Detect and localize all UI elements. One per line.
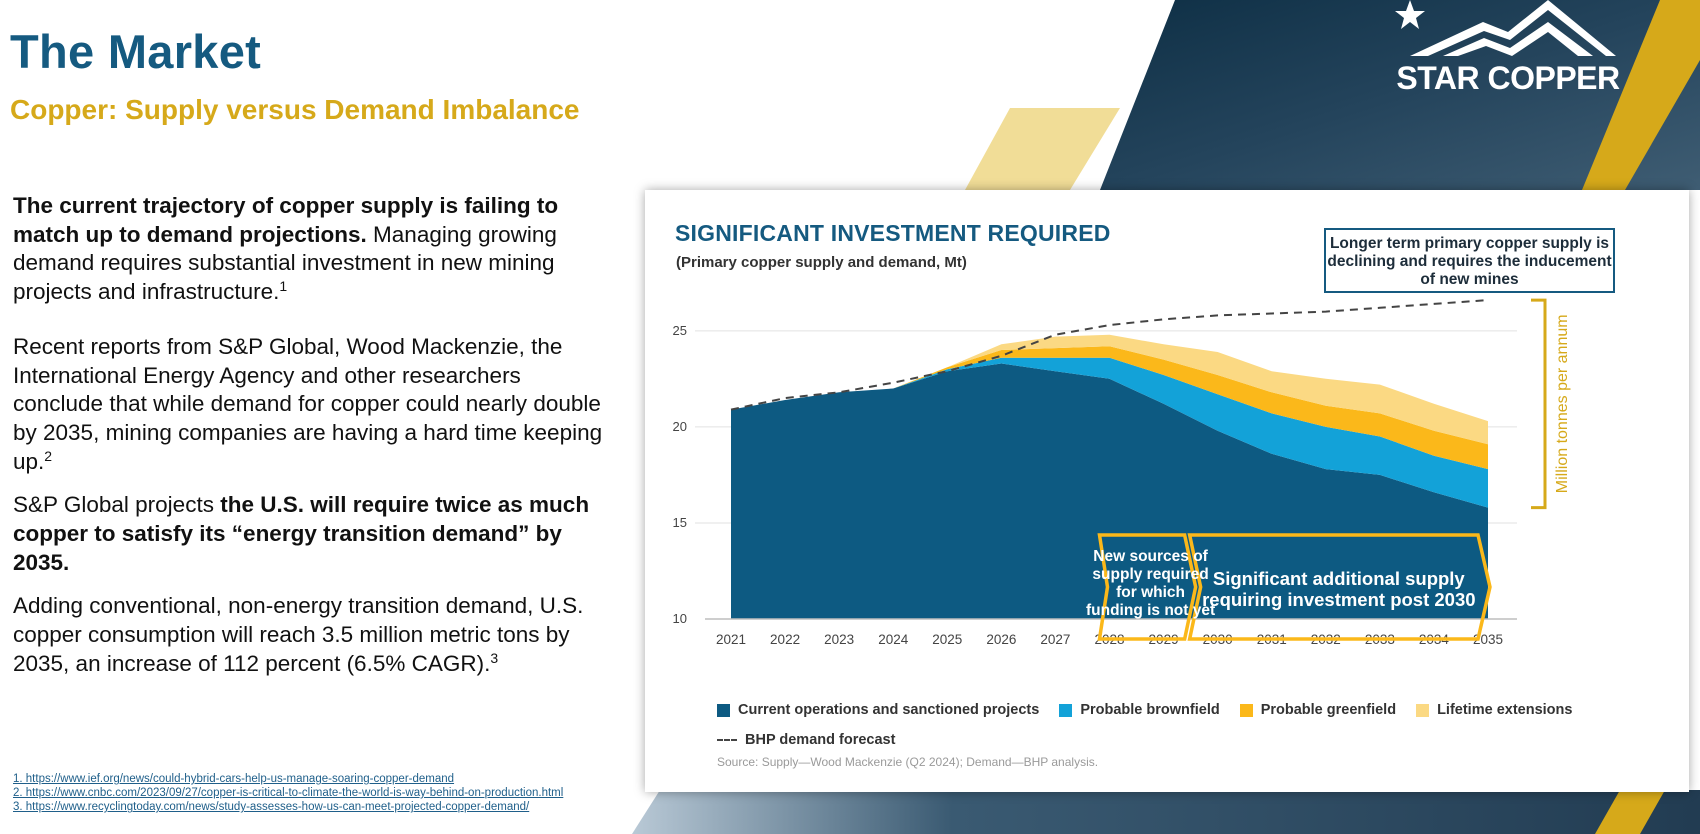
footnote-ref-2: 2 [44, 447, 53, 464]
legend-item-2: Probable brownfield [1059, 702, 1220, 718]
footnote-link-2[interactable]: 2. https://www.cnbc.com/2023/09/27/coppe… [13, 787, 564, 800]
callout-2-line: Significant additional supply [1213, 568, 1466, 589]
chart-source: Source: Supply—Wood Mackenzie (Q2 2024);… [717, 755, 1099, 769]
legend-label: Probable greenfield [1260, 702, 1397, 718]
y-tick-label: 10 [673, 611, 687, 626]
area-series-1 [731, 363, 1488, 619]
paragraph-4: Adding conventional, non-energy transiti… [13, 592, 613, 678]
p4-text: Adding conventional, non-energy transiti… [13, 593, 584, 676]
legend-label: BHP demand forecast [745, 732, 896, 748]
legend-label: Lifetime extensions [1437, 702, 1573, 718]
x-tick-label: 2026 [986, 632, 1016, 647]
logo-text: STAR COPPER [1396, 60, 1620, 96]
bracket [1531, 298, 1547, 510]
x-tick-label: 2027 [1040, 632, 1070, 647]
area-series-2 [731, 357, 1488, 508]
legend-swatch [717, 703, 730, 717]
footnote-ref-3: 3 [490, 649, 499, 666]
legend-item-demand: BHP demand forecast [717, 732, 895, 748]
callout-1-line: New sources of [1093, 548, 1208, 565]
legend-row: BHP demand forecast [717, 725, 1647, 755]
bracket-label: Million tonnes per annum [1554, 314, 1571, 493]
y-tick-label: 20 [673, 419, 687, 434]
legend-item-4: Lifetime extensions [1416, 702, 1572, 718]
chart-legend: Current operations and sanctioned projec… [717, 695, 1647, 755]
y-tick-label: 25 [673, 323, 687, 338]
legend-swatch [1239, 703, 1253, 717]
bottom-gold-stripe [1595, 790, 1665, 834]
p1-rest: Managing growing demand requires substan… [13, 221, 557, 305]
callout-1-line: for which [1116, 584, 1185, 601]
x-tick-label: 2021 [716, 632, 746, 647]
legend-row: Current operations and sanctioned projec… [717, 695, 1647, 725]
demand-forecast-line [730, 299, 1489, 411]
footnote-link-3[interactable]: 3. https://www.recyclingtoday.com/news/s… [13, 801, 530, 814]
p2-text: Recent reports from S&P Global, Wood Mac… [13, 333, 603, 474]
paragraph-1: The current trajectory of copper supply … [13, 192, 613, 307]
footnotes: 1. https://www.ief.org/news/could-hybrid… [13, 772, 633, 815]
area-series-3 [731, 346, 1488, 470]
footnote-link-1[interactable]: 1. https://www.ief.org/news/could-hybrid… [13, 773, 455, 785]
paragraph-3: S&P Global projects the U.S. will requir… [13, 491, 613, 577]
p1-bold: The current trajectory of copper supply … [13, 193, 559, 247]
y-tick-label: 15 [673, 515, 687, 530]
page-title: The Market [10, 25, 262, 78]
x-tick-label: 2024 [878, 632, 909, 647]
legend-dash-swatch [717, 739, 737, 741]
x-tick-label: 2022 [770, 632, 800, 647]
x-tick-label: 2025 [932, 632, 962, 647]
chart-title: SIGNIFICANT INVESTMENT REQUIRED [675, 220, 1111, 246]
callout-1-line: secured [1121, 620, 1180, 637]
legend-label: Probable brownfield [1080, 702, 1220, 718]
chevron-callout-2 [1187, 533, 1492, 641]
legend-swatch [1416, 703, 1430, 717]
gold-stripe [1582, 0, 1700, 190]
callout-1-line: funding is not yet [1086, 602, 1215, 619]
dark-photo-panel [1100, 0, 1700, 190]
chart-subtitle: (Primary copper supply and demand, Mt) [676, 254, 967, 271]
legend-swatch [1059, 703, 1073, 717]
footnote-ref-1: 1 [279, 278, 288, 295]
mountain-icon [1410, 0, 1616, 56]
star-icon [1395, 0, 1425, 29]
area-series-4 [731, 334, 1488, 445]
callout-2-line: requiring investment post 2030 [1202, 589, 1475, 610]
callout-1-line: supply required [1092, 566, 1208, 583]
callout-box: Longer term primary copper supply is dec… [1324, 228, 1615, 293]
x-tick-label: 2023 [824, 632, 854, 647]
chart-card: 10 15 20 25 2021 2022 2023 2024 2025 2026 2027 2028… [645, 190, 1689, 792]
bottom-photo-strip [632, 790, 1700, 834]
page-subtitle: Copper: Supply versus Demand Imbalance [10, 94, 580, 125]
p3-bold: the U.S. will require twice as much copp… [13, 492, 590, 575]
p3-start: S&P Global projects [13, 492, 221, 518]
legend-item-3: Probable greenfield [1239, 702, 1397, 718]
legend-item-1: Current operations and sanctioned projec… [717, 702, 1039, 718]
paragraph-2: Recent reports from S&P Global, Wood Mac… [13, 333, 613, 477]
pale-gold-stripe [965, 108, 1120, 190]
chevron-callout-1 [1097, 533, 1198, 641]
star-copper-logo [1395, 0, 1616, 56]
legend-label: Current operations and sanctioned projec… [738, 702, 1040, 718]
body-text: The current trajectory of copper supply … [13, 192, 613, 694]
